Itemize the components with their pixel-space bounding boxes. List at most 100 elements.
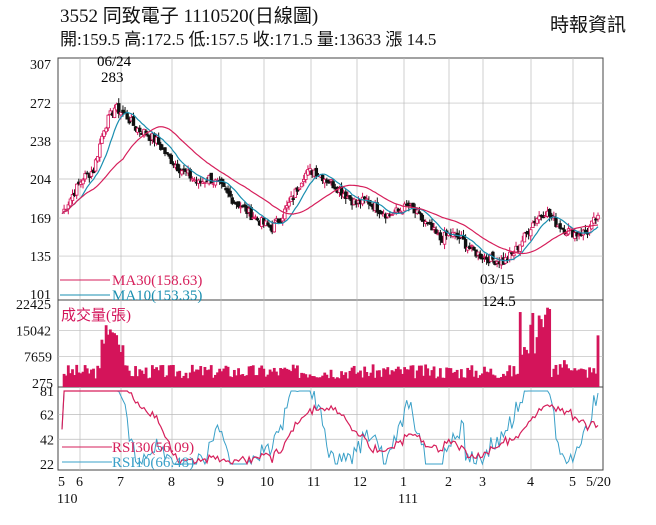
volume-bar [565, 364, 568, 387]
volume-bar [539, 319, 543, 387]
volume-bar [230, 377, 234, 387]
high-value-annotation: 283 [101, 70, 124, 86]
candle-body [192, 179, 197, 182]
volume-bar [476, 377, 480, 387]
volume-bar [298, 377, 301, 387]
volume-bar [327, 378, 331, 387]
candle-body [421, 219, 426, 222]
volume-bar [523, 347, 526, 387]
volume-bar [140, 370, 144, 387]
volume-bar [361, 377, 364, 387]
volume-bar [590, 372, 594, 387]
volume-bar [272, 367, 276, 387]
volume-bar [136, 376, 140, 387]
y-tick-label: 169 [30, 212, 51, 227]
candle-body [348, 195, 352, 200]
volume-bar [321, 375, 325, 387]
volume-bar [415, 370, 419, 387]
candle-body [302, 178, 306, 183]
candle-body [222, 182, 226, 187]
candle-body [169, 154, 174, 165]
volume-bar [87, 373, 91, 387]
volume-bar [560, 367, 564, 387]
candle-body [117, 103, 121, 114]
candle-body [362, 196, 367, 200]
volume-bar [77, 372, 81, 387]
candle-body [510, 252, 514, 255]
volume-bar [558, 364, 562, 387]
high-date-annotation: 06/24 [97, 54, 132, 70]
candle-body [106, 114, 110, 129]
volume-bar [447, 368, 451, 387]
volume-bar [571, 370, 575, 387]
volume-bar [176, 371, 180, 387]
volume-bar [117, 344, 121, 387]
volume-bar [224, 365, 228, 387]
candle-body [70, 194, 75, 201]
volume-bar [258, 367, 261, 387]
volume-bar [226, 366, 230, 387]
candle-body [468, 245, 472, 249]
candle-body [365, 198, 369, 201]
volume-bar [178, 370, 182, 387]
volume-bar [163, 376, 167, 387]
volume-bar [239, 374, 243, 387]
candle-body [339, 186, 344, 196]
volume-bar [544, 314, 547, 387]
volume-bar [228, 376, 232, 387]
volume-bar [401, 373, 404, 387]
volume-bar [411, 365, 415, 387]
volume-bar [365, 372, 369, 387]
candle-body [291, 198, 295, 200]
volume-bar [203, 366, 207, 387]
volume-title: 成交量(張) [61, 306, 131, 324]
candle-body [81, 179, 85, 185]
y-tick-label: 307 [30, 58, 51, 73]
candle-body [102, 130, 106, 137]
volume-bar [478, 375, 482, 387]
x-tick-label: 1 [400, 475, 407, 490]
volume-bar [270, 371, 274, 387]
candle-body [535, 218, 539, 224]
volume-bar [348, 370, 352, 387]
volume-bar [251, 365, 255, 387]
volume-bar [352, 365, 356, 387]
candle-body [379, 211, 384, 215]
candle-body [320, 174, 325, 182]
volume-bar [186, 378, 190, 387]
volume-bar [279, 368, 283, 387]
volume-bar [237, 368, 240, 387]
volume-bar [125, 365, 129, 387]
volume-bar [531, 312, 535, 387]
volume-bar [371, 364, 375, 387]
rsi-tick-label: 62 [40, 409, 54, 424]
low-value-annotation: 124.5 [482, 294, 516, 310]
volume-bar [129, 376, 133, 387]
y-tick-label: 101 [30, 288, 51, 303]
volume-bar [535, 337, 539, 387]
volume-bar [514, 374, 518, 387]
volume-bar [104, 325, 108, 387]
volume-bar [506, 371, 510, 387]
volume-bar [277, 375, 280, 387]
volume-bar [533, 353, 537, 387]
candle-body [121, 109, 125, 113]
candle-body [304, 172, 308, 180]
candle-body [276, 218, 281, 223]
volume-bar [586, 377, 589, 387]
candle-body [89, 171, 94, 177]
volume-bar [356, 372, 360, 387]
candle-body [203, 182, 207, 184]
volume-bar [436, 376, 440, 387]
candle-body [104, 127, 108, 133]
volume-bar [102, 343, 106, 387]
candle-body [112, 107, 117, 118]
candle-body [253, 216, 258, 219]
volume-bar [520, 354, 524, 387]
candle-body [306, 169, 310, 176]
volume-bar [180, 377, 184, 387]
volume-bar [483, 366, 486, 387]
volume-bar [350, 367, 354, 387]
volume-bar [106, 334, 110, 387]
volume-bar [377, 370, 381, 387]
